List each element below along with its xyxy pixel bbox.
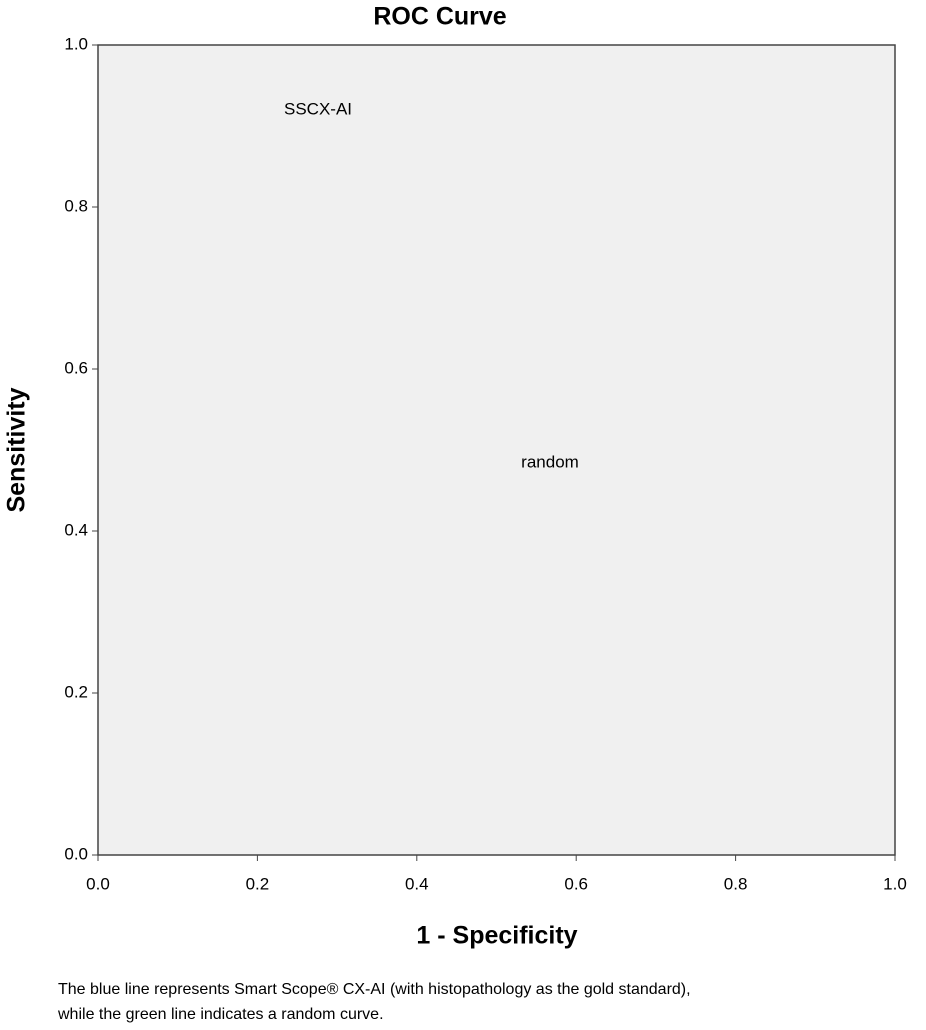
x-tick-label: 1.0	[883, 874, 907, 893]
x-tick-label: 0.0	[86, 874, 110, 893]
series-annotation: random	[521, 452, 579, 471]
y-tick-label: 0.6	[64, 358, 88, 377]
y-axis-label: Sensitivity	[3, 387, 31, 512]
x-tick-label: 0.6	[564, 874, 588, 893]
y-tick-label: 0.0	[64, 844, 88, 863]
y-tick-label: 1.0	[64, 34, 88, 53]
y-tick-label: 0.4	[64, 520, 88, 539]
x-tick-label: 0.2	[246, 874, 270, 893]
x-tick-label: 0.4	[405, 874, 429, 893]
series-annotation: SSCX-AI	[284, 99, 352, 118]
chart-title: ROC Curve	[373, 3, 506, 31]
y-tick-label: 0.8	[64, 196, 88, 215]
caption-line: while the green line indicates a random …	[57, 1006, 384, 1023]
caption-line: The blue line represents Smart Scope® CX…	[58, 981, 691, 998]
plot-area	[97, 44, 896, 856]
x-tick-label: 0.8	[724, 874, 748, 893]
y-tick-label: 0.2	[64, 682, 88, 701]
x-axis-label: 1 - Specificity	[416, 922, 577, 950]
